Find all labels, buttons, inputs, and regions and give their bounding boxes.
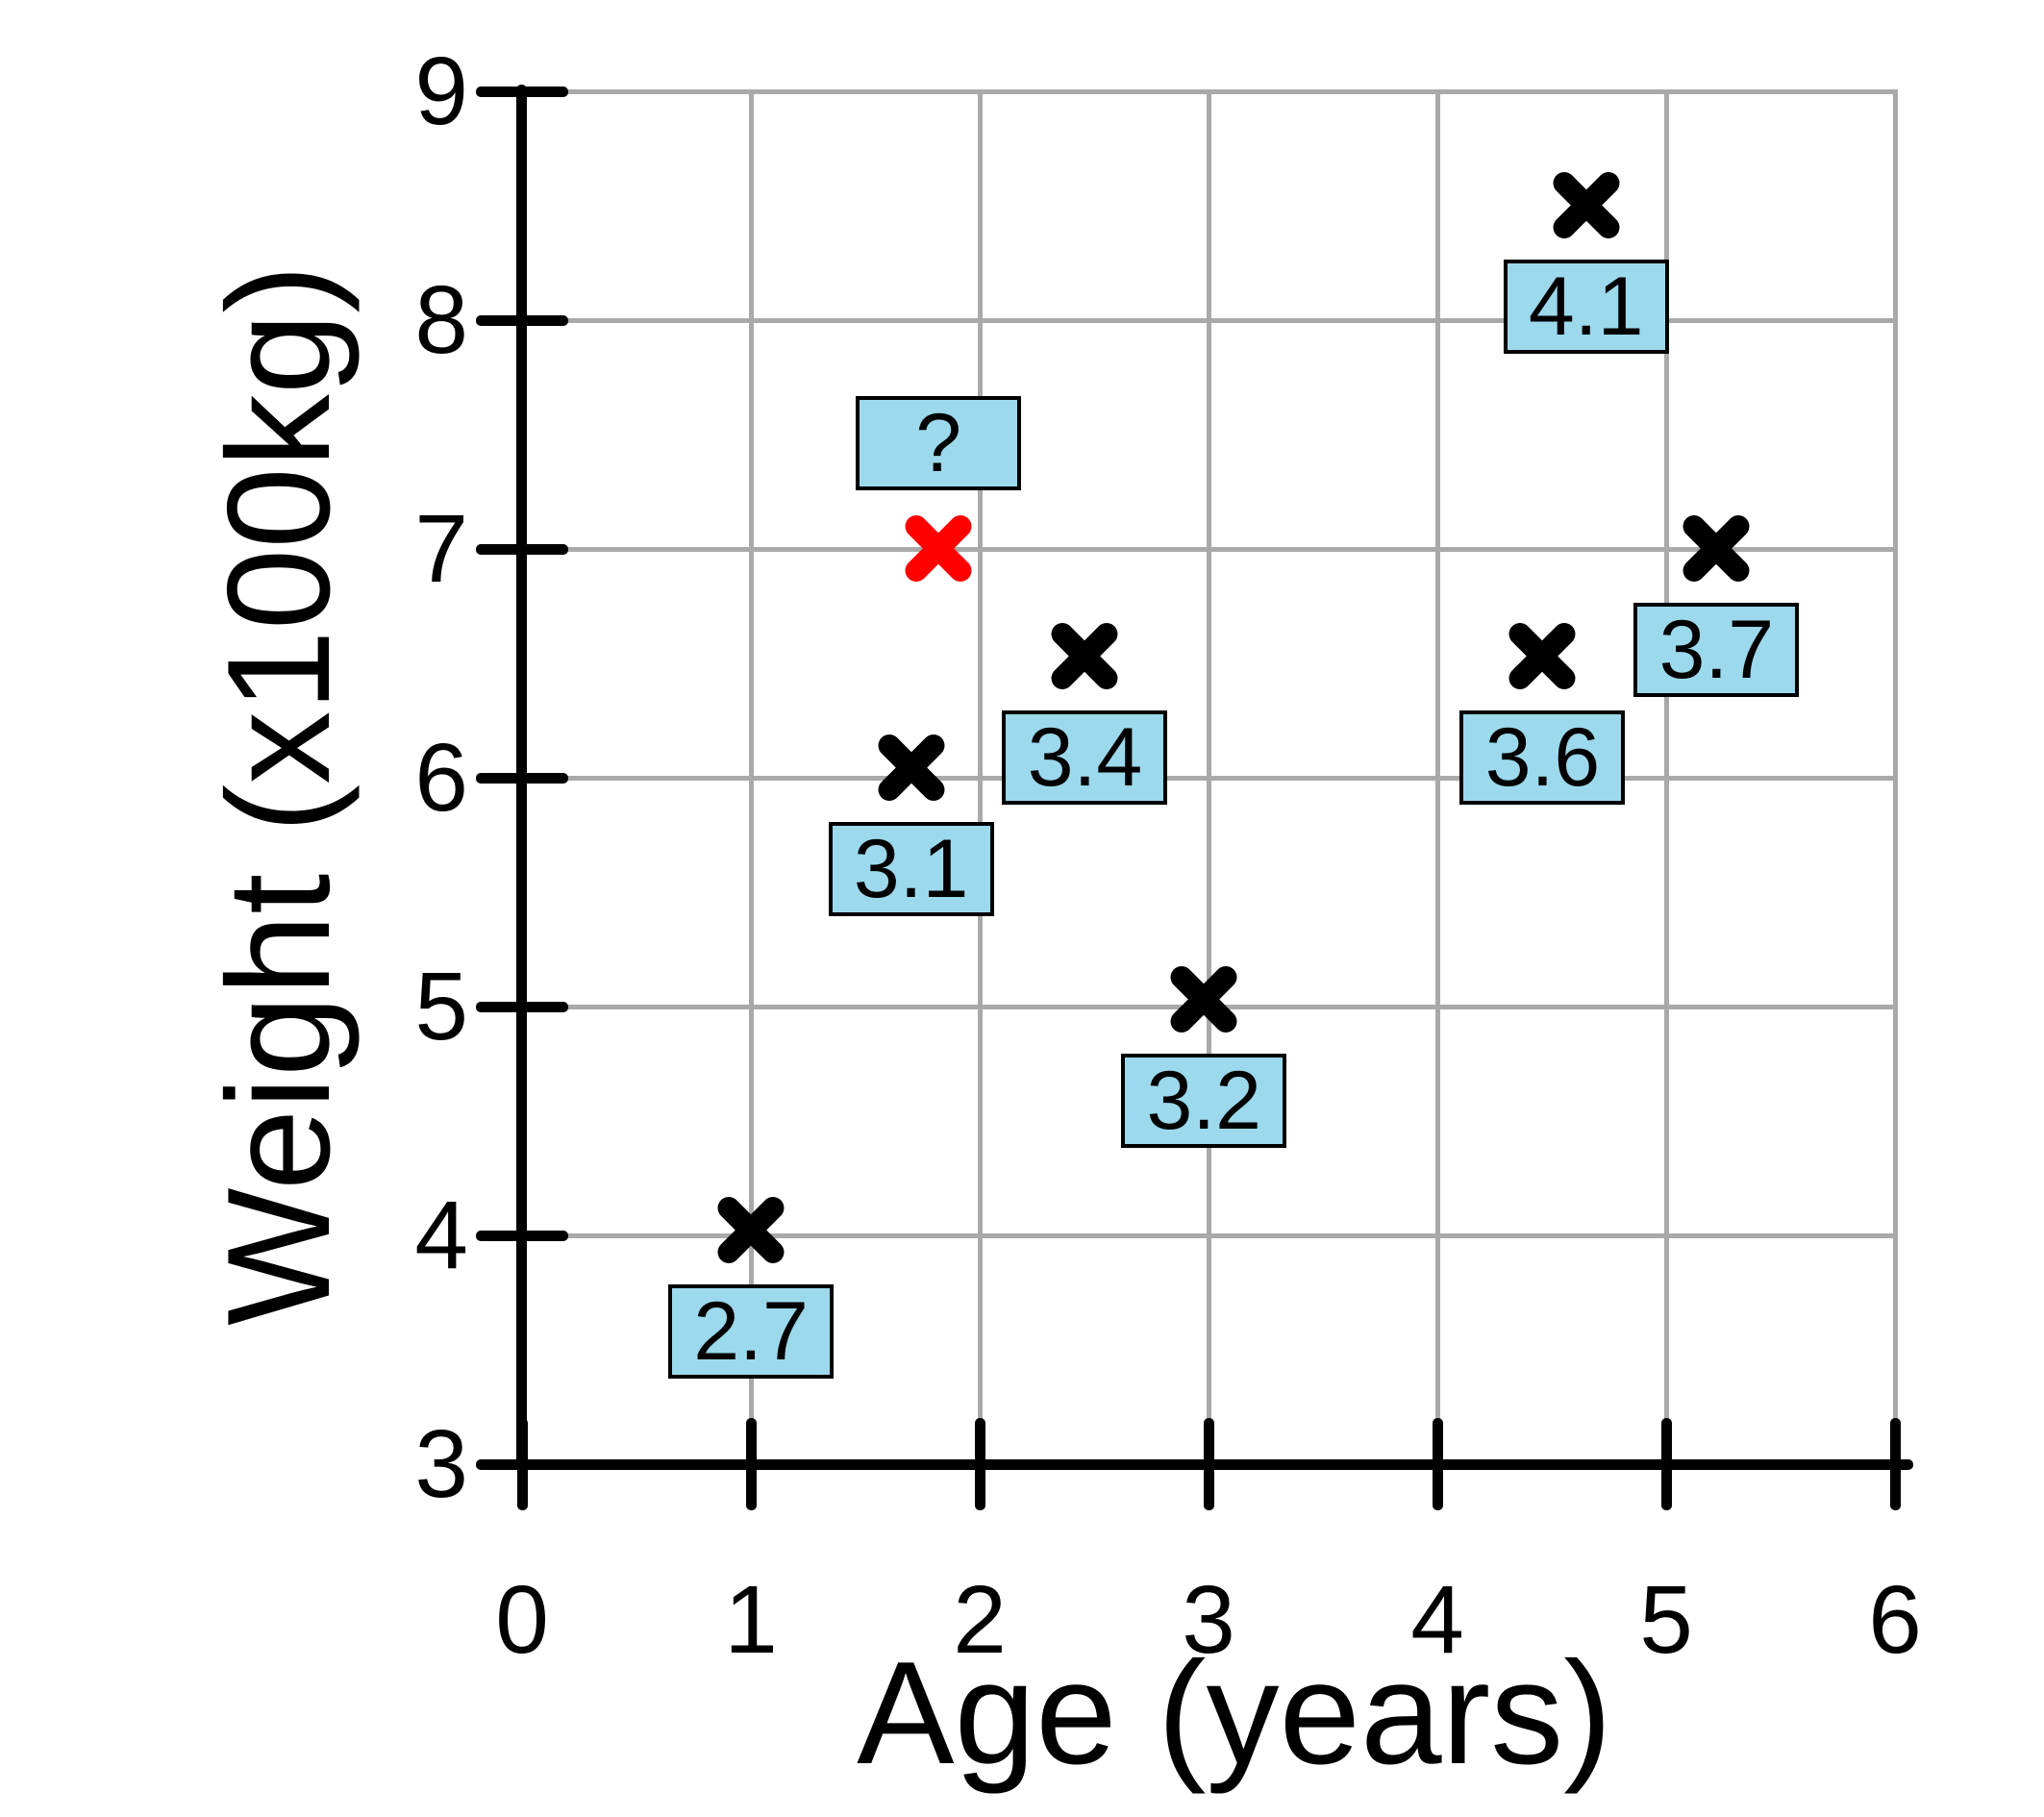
data-point-marker [1160, 957, 1247, 1043]
data-point-label: 3.6 [1459, 709, 1626, 805]
h-gridline [527, 776, 1897, 781]
data-point-marker-highlight [895, 506, 982, 592]
v-gridline [749, 89, 754, 1464]
h-gridline [527, 89, 1897, 94]
y-axis-line [516, 85, 527, 1470]
y-tick-label: 3 [414, 1410, 468, 1518]
data-point-label: 3.2 [1121, 1053, 1287, 1148]
h-gridline [527, 1233, 1897, 1238]
v-gridline [1893, 89, 1898, 1464]
y-axis-title: Weight (x100kg) [197, 264, 361, 1326]
data-point-label: 2.7 [668, 1284, 834, 1380]
x-axis-title: Age (years) [857, 1631, 1612, 1795]
x-axis-line [476, 1459, 1913, 1470]
y-tick-label: 8 [414, 266, 468, 374]
x-tick-label: 5 [1639, 1566, 1693, 1674]
data-point-label: 3.1 [828, 822, 994, 917]
x-tick-label: 1 [724, 1566, 778, 1674]
data-point-label: 3.7 [1633, 603, 1800, 697]
x-tick-label: 0 [495, 1566, 549, 1674]
data-point-marker [1673, 506, 1759, 592]
y-tick-label: 6 [414, 724, 468, 832]
data-point-marker [1543, 162, 1630, 249]
x-tick-label: 6 [1868, 1566, 1922, 1674]
data-point-marker [1499, 613, 1585, 700]
v-gridline [1664, 89, 1669, 1464]
data-point-label: 3.4 [1002, 709, 1168, 805]
y-tick-label: 9 [414, 37, 468, 145]
data-point-marker [708, 1187, 794, 1274]
x-tick-label: 3 [1182, 1566, 1235, 1674]
v-gridline [1435, 89, 1440, 1464]
h-gridline [527, 318, 1897, 323]
x-tick-label: 2 [953, 1566, 1007, 1674]
y-tick-label: 4 [414, 1182, 468, 1289]
data-point-label: 4.1 [1503, 260, 1669, 354]
h-gridline [527, 547, 1897, 552]
y-tick-label: 7 [414, 495, 468, 603]
data-point-marker [868, 725, 955, 811]
x-tick-label: 4 [1410, 1566, 1464, 1674]
v-gridline [1207, 89, 1211, 1464]
data-point-marker [1041, 613, 1128, 700]
data-point-label: ? [856, 396, 1022, 490]
v-gridline [978, 89, 983, 1464]
y-tick-label: 5 [414, 953, 468, 1060]
